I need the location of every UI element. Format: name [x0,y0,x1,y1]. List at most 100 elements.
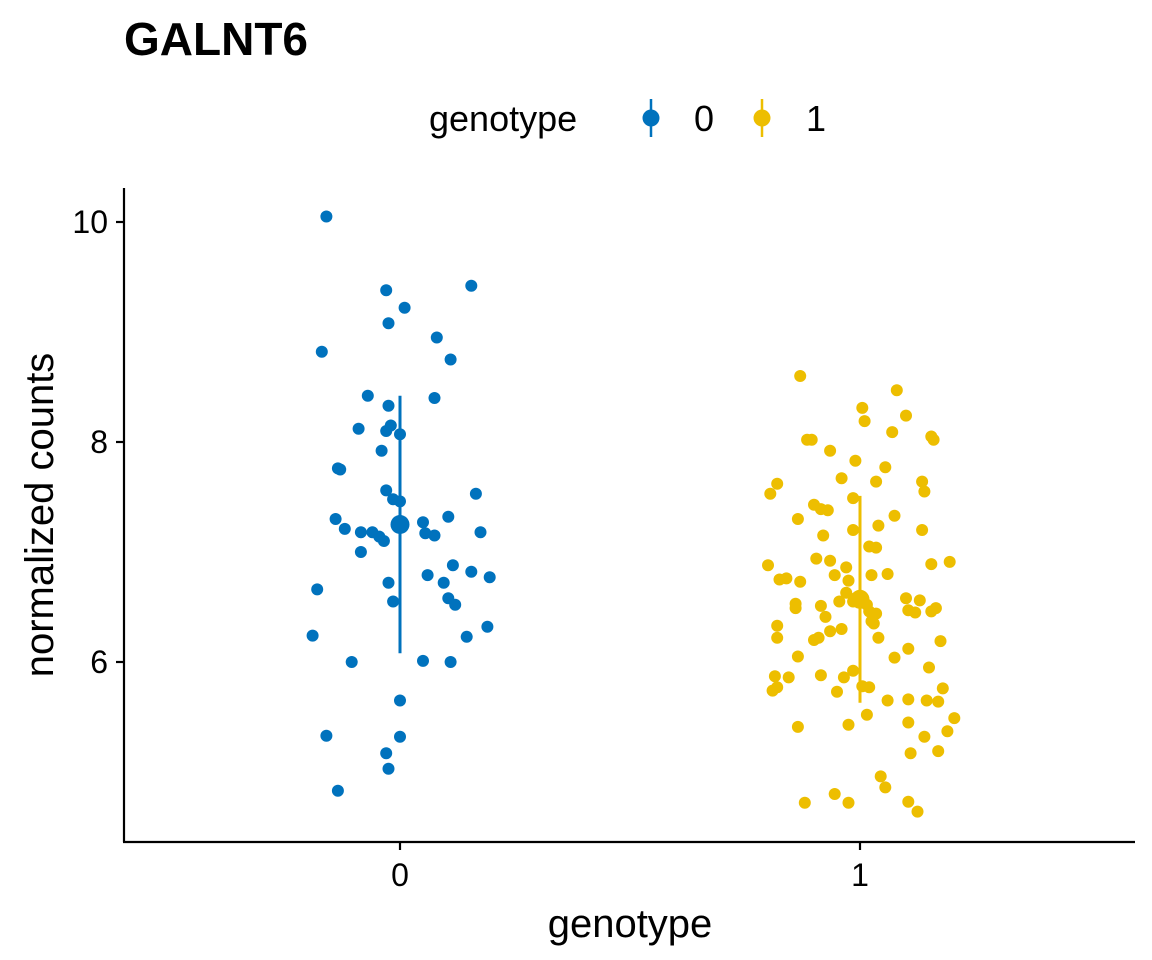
data-point [916,524,929,536]
data-point [927,433,940,446]
data-point [936,682,949,695]
legend-label-0: 0 [694,98,714,139]
summary-mean-point [850,589,870,609]
data-point [923,661,935,674]
data-point [394,694,406,707]
data-point [900,409,912,422]
data-point [794,370,807,382]
data-point [361,389,374,402]
data-point [881,694,894,707]
data-point [934,635,947,648]
legend-label-1: 1 [806,98,826,139]
data-point [331,784,344,797]
data-point [886,426,899,439]
data-point [320,729,333,742]
data-point [913,594,926,607]
data-point [932,695,945,708]
data-point [842,796,855,809]
data-point [428,392,441,404]
data-point [446,559,459,572]
data-point [474,526,487,539]
chart-title: GALNT6 [124,13,308,65]
data-point [764,487,777,500]
data-point [821,504,834,517]
data-point [948,712,961,725]
data-point [920,694,933,707]
legend-entry-1: 1 [753,98,826,139]
data-point [794,575,807,588]
data-point [329,513,342,525]
data-point [925,558,938,571]
data-point [315,345,328,358]
data-point [417,654,429,667]
data-point [888,509,901,522]
data-point [377,535,390,547]
data-point [444,656,457,668]
data-point [902,642,915,655]
data-point [311,583,324,596]
data-point [380,284,393,297]
x-axis-label: genotype [548,902,713,946]
data-point [382,762,395,775]
y-axis-label: normalized counts [18,353,62,678]
data-point [771,619,784,632]
data-point [867,617,880,630]
data-point [481,620,494,633]
y-axis-ticks: 6 8 10 [72,204,124,680]
data-point [771,631,784,644]
data-point [828,788,841,800]
legend-entry-0: 0 [642,98,714,139]
data-point [805,433,818,446]
data-point [870,541,883,554]
data-point [810,552,823,565]
data-point [858,415,871,428]
data-point [444,353,457,366]
data-point [916,475,929,488]
data-point [835,623,848,635]
data-point [766,684,779,697]
data-point [888,651,901,664]
y-tick-label: 10 [72,204,108,240]
data-point [387,595,400,608]
data-point [847,664,860,677]
data-point [837,671,850,684]
data-point [334,463,347,476]
data-point [932,745,945,758]
data-point [833,595,846,608]
data-point [900,592,912,605]
data-point [382,317,395,330]
x-tick-label: 1 [851,857,869,893]
data-point [902,693,915,706]
data-point [872,631,885,644]
data-point [782,671,795,684]
data-point [382,576,395,589]
data-point [824,444,837,457]
data-point [460,630,473,643]
data-point [824,554,837,567]
data-point [840,586,853,599]
data-point [847,524,860,536]
data-point [465,279,478,292]
data-point [791,650,804,663]
data-point [870,475,883,488]
data-point [483,571,496,584]
data-point [865,569,878,582]
legend-key-dot-0 [642,109,660,127]
data-point [941,725,954,738]
data-point [398,301,411,314]
data-point [824,625,837,638]
data-point [382,399,395,412]
data-point [909,606,922,619]
data-point [890,384,903,397]
data-point [762,559,774,572]
data-point [354,526,367,539]
data-point [879,461,892,474]
data-point [831,685,843,698]
data-point [798,796,811,809]
data-point [904,747,917,760]
data-point [929,602,942,615]
data-point [918,730,931,743]
data-point [421,569,434,582]
summary-mean-point [390,515,410,534]
